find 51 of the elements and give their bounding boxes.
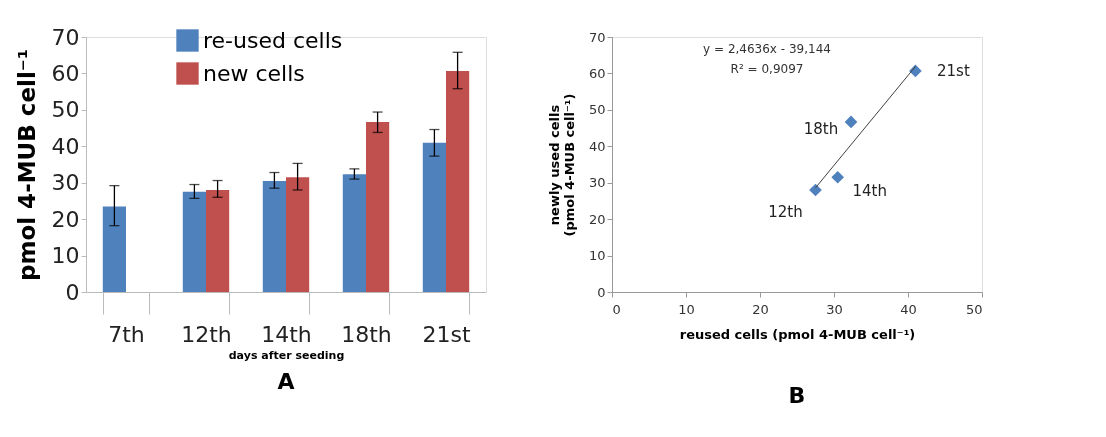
bar <box>422 142 446 292</box>
y-tick-label: 20 <box>51 206 80 232</box>
bar <box>446 70 470 292</box>
x-tick-label: 21st <box>422 321 471 347</box>
y-tick-label: 10 <box>588 248 606 264</box>
y-tick-label: 70 <box>51 24 80 50</box>
bar <box>366 121 390 292</box>
x-tick-label: 30 <box>826 301 843 317</box>
x-tick-label: 40 <box>900 301 917 317</box>
y-tick-label: 50 <box>588 102 606 118</box>
text: B <box>788 383 806 408</box>
y-tick-label: 50 <box>51 97 80 123</box>
annotation: y = 2,4636x - 39,144 <box>703 42 831 56</box>
x-tick-label: 10 <box>678 301 695 317</box>
y-tick-label: 40 <box>51 133 80 159</box>
y-tick-label: 60 <box>51 60 80 86</box>
legend-label: re-used cells <box>203 27 343 53</box>
y-tick-label: 40 <box>588 138 606 154</box>
y-tick-label: 30 <box>51 170 80 196</box>
y-tick-label: 70 <box>588 29 606 45</box>
y-axis-title: pmol 4-MUB cell⁻¹ <box>13 49 40 281</box>
x-tick-label: 20 <box>752 301 769 317</box>
point <box>844 115 858 129</box>
bar <box>342 174 366 292</box>
y-axis-title: newly used cells (pmol 4-MUB cell⁻¹) <box>546 93 577 237</box>
y-tick-label: 30 <box>588 175 606 191</box>
bar <box>286 177 310 292</box>
y-tick-label: 20 <box>588 211 606 227</box>
bar <box>206 190 230 292</box>
point <box>831 170 845 184</box>
text: A <box>277 369 295 394</box>
y-tick-label: 10 <box>51 243 80 269</box>
x-tick-label: 18th <box>341 321 392 347</box>
annotation: 18th <box>803 119 839 138</box>
annotation: 14th <box>852 182 887 201</box>
y-tick-label: 60 <box>588 65 606 81</box>
x-tick-label: 7th <box>108 321 145 347</box>
annotation: 12th <box>768 203 803 221</box>
bar <box>262 180 286 292</box>
bar <box>102 206 126 292</box>
annotation: 21st <box>937 61 970 80</box>
x-tick-label: 50 <box>965 301 983 317</box>
x-tick-label: 0 <box>612 301 621 317</box>
y-tick-label: 0 <box>597 284 606 300</box>
x-axis-title: days after seeding <box>228 348 345 362</box>
x-tick-label: 14th <box>261 321 312 347</box>
x-axis-title: reused cells (pmol 4-MUB cell⁻¹) <box>679 326 916 342</box>
annotation: R² = 0,9097 <box>730 62 804 76</box>
x-tick-label: 12th <box>181 321 232 347</box>
legend-label: new cells <box>203 60 305 86</box>
bar <box>182 191 206 292</box>
